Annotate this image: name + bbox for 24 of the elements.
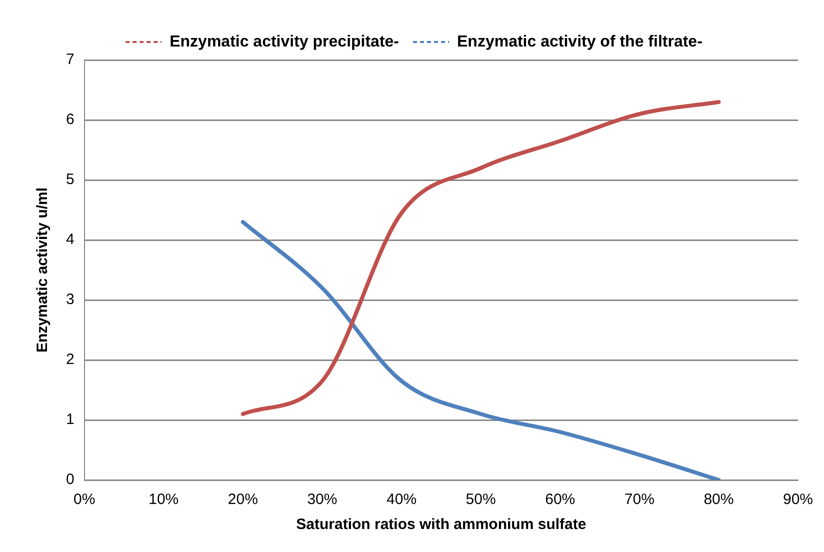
y-tick-label: 3 [66,291,74,308]
x-tick-label: 0% [74,491,96,508]
y-axis-title: Enzymatic activity u/ml [34,187,52,353]
line-series [240,220,721,480]
legend-label: Enzymatic activity of the filtrate- [457,33,702,50]
x-tick-label: 90% [782,491,814,508]
x-tick-label: 40% [386,491,417,508]
line-series [240,100,721,416]
y-tick-label: 4 [66,231,74,248]
y-tick-label: 2 [66,351,74,368]
y-tick-label: 1 [66,411,74,428]
y-tick-label: 7 [66,51,74,68]
x-tick-label: 80% [704,491,734,508]
x-tick-label: 50% [466,491,496,508]
x-tick-label: 60% [545,491,576,508]
y-tick-label: 0 [66,471,74,488]
x-tick-label: 10% [148,491,179,508]
x-tick-label: 70% [624,491,654,508]
x-tick-label: 30% [307,491,338,508]
y-tick-label: 5 [66,171,74,188]
x-axis-title: Saturation ratios with ammonium sulfate [296,516,586,534]
x-tick-label: 20% [228,491,258,508]
legend-label: Enzymatic activity precipitate- [170,33,400,50]
y-tick-label: 6 [66,111,74,128]
